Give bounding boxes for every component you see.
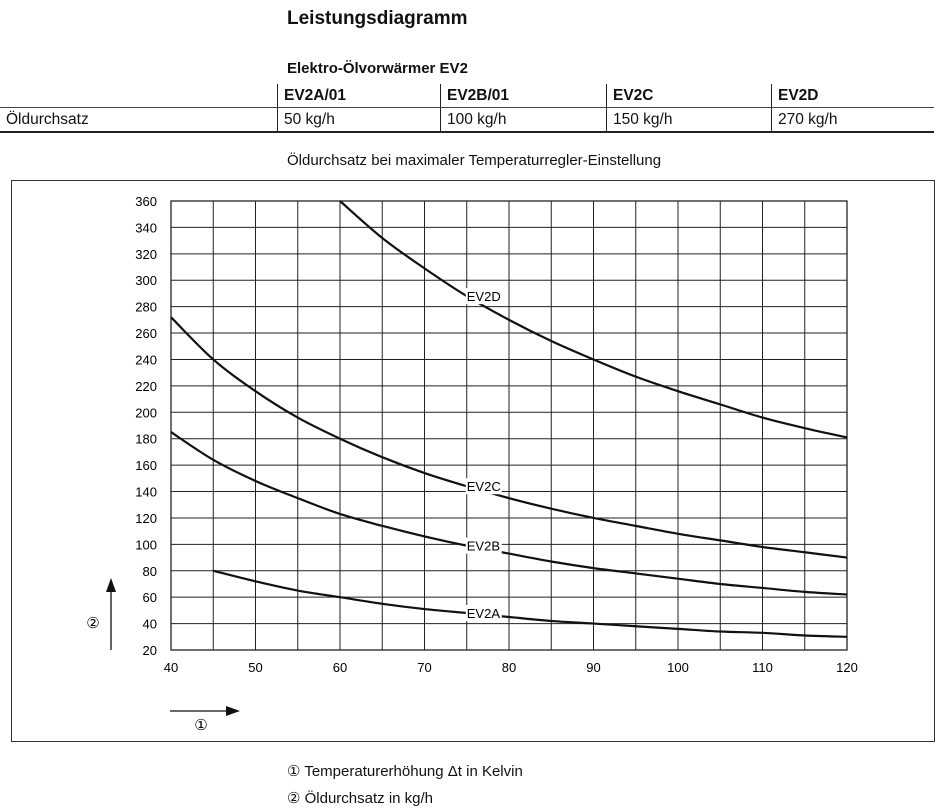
y-tick-label: 20 <box>143 643 157 658</box>
series-label-bg <box>465 605 502 622</box>
table-caption: Elektro-Ölvorwärmer EV2 <box>287 60 468 77</box>
column-header: EV2A/01 <box>277 84 441 108</box>
table-cell: 150 kg/h <box>606 107 772 133</box>
chart-frame <box>11 180 935 742</box>
series-label-ev2d: EV2D <box>467 289 501 304</box>
y-tick-label: 320 <box>135 247 157 262</box>
x-tick-label: 40 <box>164 660 178 675</box>
x-tick-label: 110 <box>752 660 773 675</box>
header-empty <box>0 84 278 108</box>
y-tick-label: 120 <box>135 511 157 526</box>
y-axis-marker: ② <box>86 614 99 632</box>
x-tick-label: 100 <box>667 660 689 675</box>
y-tick-label: 180 <box>135 432 157 447</box>
series-line-ev2a <box>212 569 848 638</box>
y-tick-label: 300 <box>135 273 157 288</box>
x-tick-label: 80 <box>502 660 516 675</box>
table-cell: 100 kg/h <box>440 107 607 133</box>
y-tick-label: 80 <box>143 564 157 579</box>
y-tick-label: 340 <box>135 220 157 235</box>
series-label-bg <box>465 478 502 495</box>
y-tick-label: 260 <box>135 326 157 341</box>
y-arrow-head-icon <box>106 578 116 592</box>
y-tick-label: 140 <box>135 485 157 500</box>
plot-area <box>170 200 848 651</box>
series-label-ev2b: EV2B <box>467 539 500 554</box>
x-tick-label: 120 <box>836 660 858 675</box>
series-label-ev2c: EV2C <box>467 479 501 494</box>
spec-table: EV2A/01 EV2B/01 EV2C EV2D Öldurchsatz 50… <box>0 84 934 133</box>
table-header-row: EV2A/01 EV2B/01 EV2C EV2D <box>0 84 934 108</box>
series-label-ev2a: EV2A <box>467 606 501 621</box>
column-header: EV2C <box>606 84 772 108</box>
legend-y: ② Öldurchsatz in kg/h <box>287 790 434 807</box>
series-label-bg <box>465 288 502 305</box>
table-cell: 270 kg/h <box>771 107 934 133</box>
x-tick-label: 60 <box>333 660 347 675</box>
y-tick-label: 220 <box>135 379 157 394</box>
x-tick-label: 50 <box>248 660 262 675</box>
y-tick-label: 280 <box>135 300 157 315</box>
page-title: Leistungsdiagramm <box>287 8 468 29</box>
chart-caption: Öldurchsatz bei maximaler Temperaturregl… <box>287 152 662 169</box>
series-line-ev2d <box>339 200 848 439</box>
x-axis-marker: ① <box>194 716 207 734</box>
column-header: EV2B/01 <box>440 84 607 108</box>
series-line-ev2b <box>170 431 848 596</box>
row-label: Öldurchsatz <box>0 107 278 133</box>
y-tick-label: 200 <box>135 405 157 420</box>
table-cell: 50 kg/h <box>277 107 441 133</box>
y-tick-label: 60 <box>143 590 157 605</box>
column-header: EV2D <box>771 84 934 108</box>
x-tick-label: 70 <box>417 660 431 675</box>
y-tick-label: 40 <box>143 617 157 632</box>
legend-x: ① Temperaturerhöhung Δt in Kelvin <box>287 763 523 780</box>
y-tick-label: 360 <box>135 194 157 209</box>
y-tick-label: 240 <box>135 352 157 367</box>
table-row: Öldurchsatz 50 kg/h 100 kg/h 150 kg/h 27… <box>0 107 934 133</box>
series-line-ev2c <box>170 316 848 559</box>
x-tick-label: 90 <box>586 660 600 675</box>
x-arrow-head-icon <box>226 706 240 716</box>
series-label-bg <box>465 537 502 554</box>
y-tick-label: 160 <box>135 458 157 473</box>
y-tick-label: 100 <box>135 537 157 552</box>
